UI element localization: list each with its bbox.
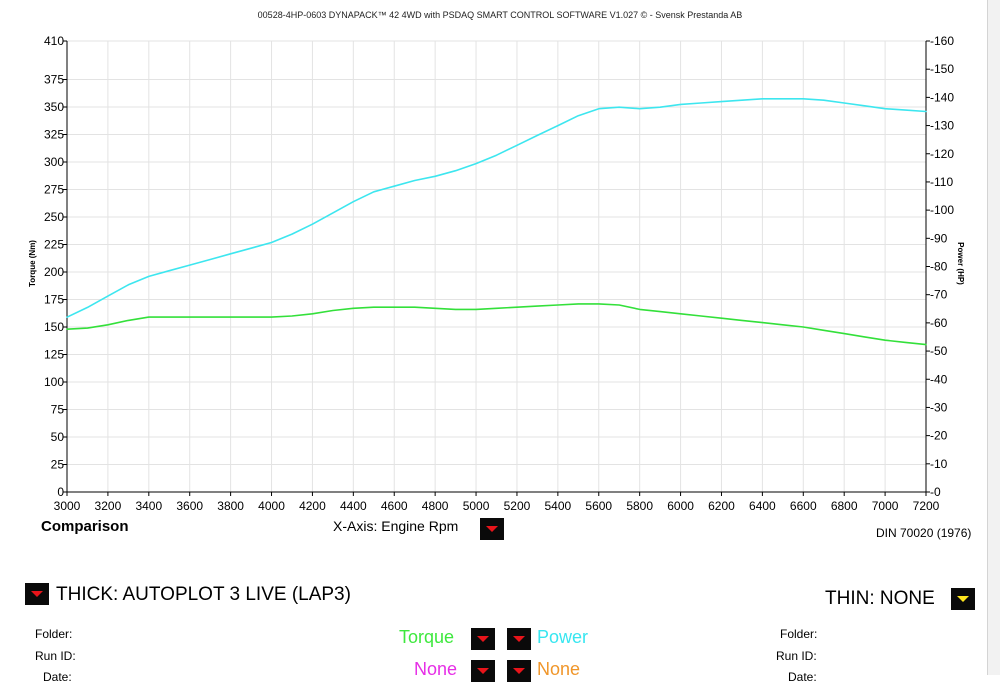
- chart-title: 00528-4HP-0603 DYNAPACK™ 42 4WD with PSD…: [257, 10, 743, 20]
- x-tick-label: 7000: [872, 499, 899, 513]
- y2-tick-label: -10: [930, 457, 948, 471]
- y2-tick-label: -140: [930, 90, 954, 104]
- thin-run-dropdown-button[interactable]: [951, 588, 975, 610]
- channel-power-label: Power: [537, 627, 589, 647]
- y2-axis-title: Power (HP): [956, 242, 965, 285]
- y-tick-label: 300: [44, 155, 64, 169]
- channel-3-dropdown-button[interactable]: [471, 660, 495, 682]
- channel-torque-dropdown-button[interactable]: [471, 628, 495, 650]
- x-tick-label: 6400: [749, 499, 776, 513]
- y-tick-label: 250: [44, 210, 64, 224]
- y2-tick-label: -60: [930, 316, 948, 330]
- comparison-label: Comparison: [41, 518, 129, 535]
- x-tick-label: 4200: [299, 499, 326, 513]
- series-line-torque: [66, 303, 927, 346]
- window-edge: [987, 0, 1000, 675]
- x-tick-label: 5200: [504, 499, 531, 513]
- y2-tick-label: -100: [930, 203, 954, 217]
- x-tick-label: 4800: [422, 499, 449, 513]
- x-tick-label: 3400: [135, 499, 162, 513]
- y-axis-title: Torque (Nm): [28, 240, 37, 287]
- channel-torque-label: Torque: [399, 627, 455, 647]
- y-tick-label: 25: [51, 458, 65, 472]
- y2-tick-label: -160: [930, 34, 954, 48]
- thick-run-dropdown-button[interactable]: [25, 583, 49, 605]
- chevron-down-icon: [31, 591, 43, 597]
- y2-tick-label: -70: [930, 288, 948, 302]
- chevron-down-icon: [513, 636, 525, 642]
- x-axis-label: X-Axis: Engine Rpm: [333, 518, 459, 534]
- x-tick-label: 7200: [913, 499, 940, 513]
- y-tick-label: 350: [44, 100, 64, 114]
- y-tick-label: 0: [57, 485, 64, 499]
- x-tick-label: 5400: [545, 499, 572, 513]
- x-tick-label: 3000: [54, 499, 81, 513]
- y-tick-label: 50: [51, 430, 65, 444]
- x-tick-label: 6800: [831, 499, 858, 513]
- series-line-power: [66, 98, 927, 319]
- chevron-down-icon: [957, 596, 969, 602]
- y2-tick-label: -150: [930, 62, 954, 76]
- channel-4-dropdown-button[interactable]: [507, 660, 531, 682]
- thin-run-label: THIN: NONE: [825, 588, 935, 609]
- chevron-down-icon: [477, 636, 489, 642]
- y-tick-label: 125: [44, 348, 64, 362]
- y2-tick-label: -90: [930, 231, 948, 245]
- left-run-id-label: Run ID:: [35, 649, 76, 663]
- y2-tick-label: -130: [930, 119, 954, 133]
- x-tick-label: 6600: [790, 499, 817, 513]
- channel-4-label: None: [537, 659, 581, 679]
- dyno-chart: 3000 3200 3400 3600 3800 4000 4200 4400 4600 4800…: [28, 34, 965, 513]
- y-tick-label: 75: [51, 403, 65, 417]
- y-tick-label: 410: [44, 34, 64, 48]
- left-folder-label: Folder:: [35, 627, 73, 641]
- x-tick-label: 3200: [95, 499, 122, 513]
- din-standard-label: DIN 70020 (1976): [876, 526, 972, 540]
- x-tick-label: 4000: [258, 499, 285, 513]
- y2-tick-label: -120: [930, 147, 954, 161]
- x-tick-label: 5000: [463, 499, 490, 513]
- y2-tick-label: -80: [930, 260, 948, 274]
- y2-tick-label: -40: [930, 372, 948, 386]
- channel-3-label: None: [414, 659, 458, 679]
- x-tick-label: 4400: [340, 499, 367, 513]
- x-axis-dropdown-button[interactable]: [480, 518, 504, 540]
- y2-tick-label: -50: [930, 344, 948, 358]
- thick-run-label: THICK: AUTOPLOT 3 LIVE (LAP3): [56, 584, 351, 605]
- x-tick-label: 6000: [667, 499, 694, 513]
- y2-tick-label: -0: [930, 485, 941, 499]
- chevron-down-icon: [486, 526, 498, 532]
- x-tick-label: 4600: [381, 499, 408, 513]
- y-tick-label: 275: [44, 183, 64, 197]
- x-tick-label: 5600: [585, 499, 612, 513]
- x-tick-label: 3600: [176, 499, 203, 513]
- y-tick-label: 375: [44, 73, 64, 87]
- y2-tick-label: -20: [930, 429, 948, 443]
- y-tick-label: 225: [44, 238, 64, 252]
- right-folder-label: Folder:: [780, 627, 818, 641]
- y-tick-label: 175: [44, 293, 64, 307]
- right-date-label: Date:: [788, 670, 817, 684]
- y2-tick-label: -110: [930, 175, 953, 189]
- y-tick-label: 150: [44, 320, 64, 334]
- chevron-down-icon: [477, 668, 489, 674]
- x-tick-label: 3800: [217, 499, 244, 513]
- right-run-id-label: Run ID:: [776, 649, 817, 663]
- left-date-label: Date:: [43, 670, 72, 684]
- y-tick-label: 325: [44, 128, 64, 142]
- x-tick-label: 6200: [708, 499, 735, 513]
- y-tick-label: 100: [44, 375, 64, 389]
- y-tick-label: 200: [44, 265, 64, 279]
- x-tick-label: 5800: [626, 499, 653, 513]
- channel-power-dropdown-button[interactable]: [507, 628, 531, 650]
- y2-tick-label: -30: [930, 400, 948, 414]
- chevron-down-icon: [513, 668, 525, 674]
